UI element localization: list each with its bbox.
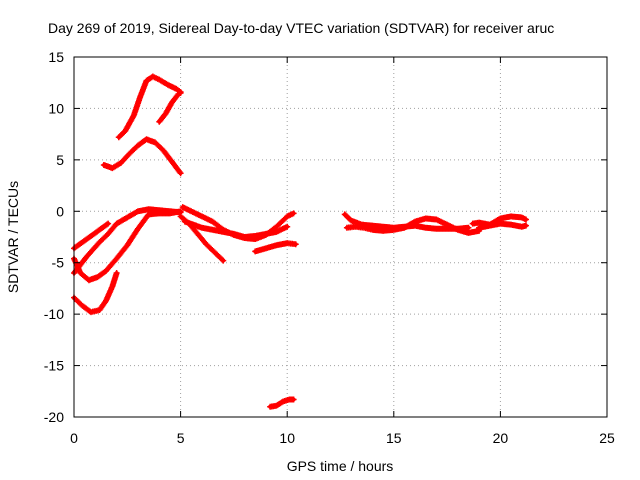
axis-ticks (73, 56, 608, 418)
series-markers (343, 215, 483, 236)
y-tick-label: -20 (44, 409, 64, 425)
series-arc-3 (71, 208, 184, 284)
series-markers (252, 240, 299, 255)
x-tick-label: 25 (599, 430, 615, 446)
x-tick-label: 0 (70, 430, 78, 446)
y-tick-label: 0 (56, 203, 64, 219)
series-arc-7 (156, 90, 184, 125)
x-tick-label: 10 (279, 430, 295, 446)
y-axis-label: SDTVAR / TECUs (5, 181, 21, 293)
series-arc-10 (177, 213, 227, 264)
series-markers (115, 73, 184, 141)
series-markers (177, 213, 227, 264)
x-tick-label: 5 (177, 430, 185, 446)
series-arc-6 (115, 73, 184, 141)
plot-frame (73, 56, 608, 418)
y-tick-label: 5 (56, 152, 64, 168)
x-axis-label: GPS time / hours (287, 458, 394, 474)
series-markers (156, 90, 184, 125)
x-tick-label: 15 (386, 430, 402, 446)
series-markers (476, 220, 529, 231)
chart-title: Day 269 of 2019, Sidereal Day-to-day VTE… (48, 20, 554, 36)
y-tick-label: -10 (44, 306, 64, 322)
series-arc-14 (343, 215, 483, 236)
series-arc-11 (252, 240, 299, 255)
series-arc-5 (100, 136, 184, 177)
y-tick-label: -15 (44, 358, 64, 374)
x-tick-label: 20 (493, 430, 509, 446)
y-tick-label: 15 (48, 49, 64, 65)
series-markers (267, 396, 297, 410)
y-tick-label: 10 (48, 100, 64, 116)
series-group (71, 73, 529, 410)
series-arc-16 (476, 220, 529, 231)
tick-labels: 0 5 10 15 20 25 -20 -15 -10 -5 0 5 10 15 (44, 49, 615, 446)
grid (74, 57, 607, 417)
series-arc-12 (267, 396, 297, 410)
y-tick-label: -5 (52, 255, 65, 271)
series-markers (100, 136, 184, 177)
